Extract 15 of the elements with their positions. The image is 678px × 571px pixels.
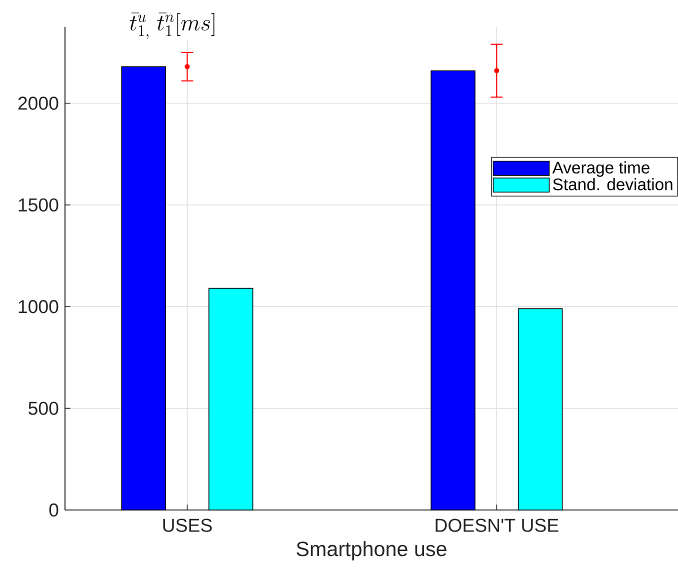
legend-label: Average time [552, 161, 650, 177]
y-tick-label: 1000 [18, 300, 58, 314]
y-tick-label: 0 [49, 503, 58, 517]
x-tick-label: USES [163, 518, 212, 532]
bar [121, 66, 166, 510]
y-tick-label: 500 [28, 402, 58, 415]
y-tick-label: 1500 [18, 198, 58, 212]
x-axis-title: Smartphone use [296, 541, 446, 560]
x-tick-label: DOESN'T USE [436, 518, 558, 532]
y-tick-label: 2000 [18, 96, 58, 110]
bar [430, 70, 476, 510]
bar [208, 288, 254, 510]
y-axis-title: $\bar{t}_{1,}^{u}\; \bar{t}_{1}^{n}[ms]$ [130, 12, 214, 40]
bar [518, 308, 563, 510]
legend-label: Stand. deviation [553, 178, 672, 190]
